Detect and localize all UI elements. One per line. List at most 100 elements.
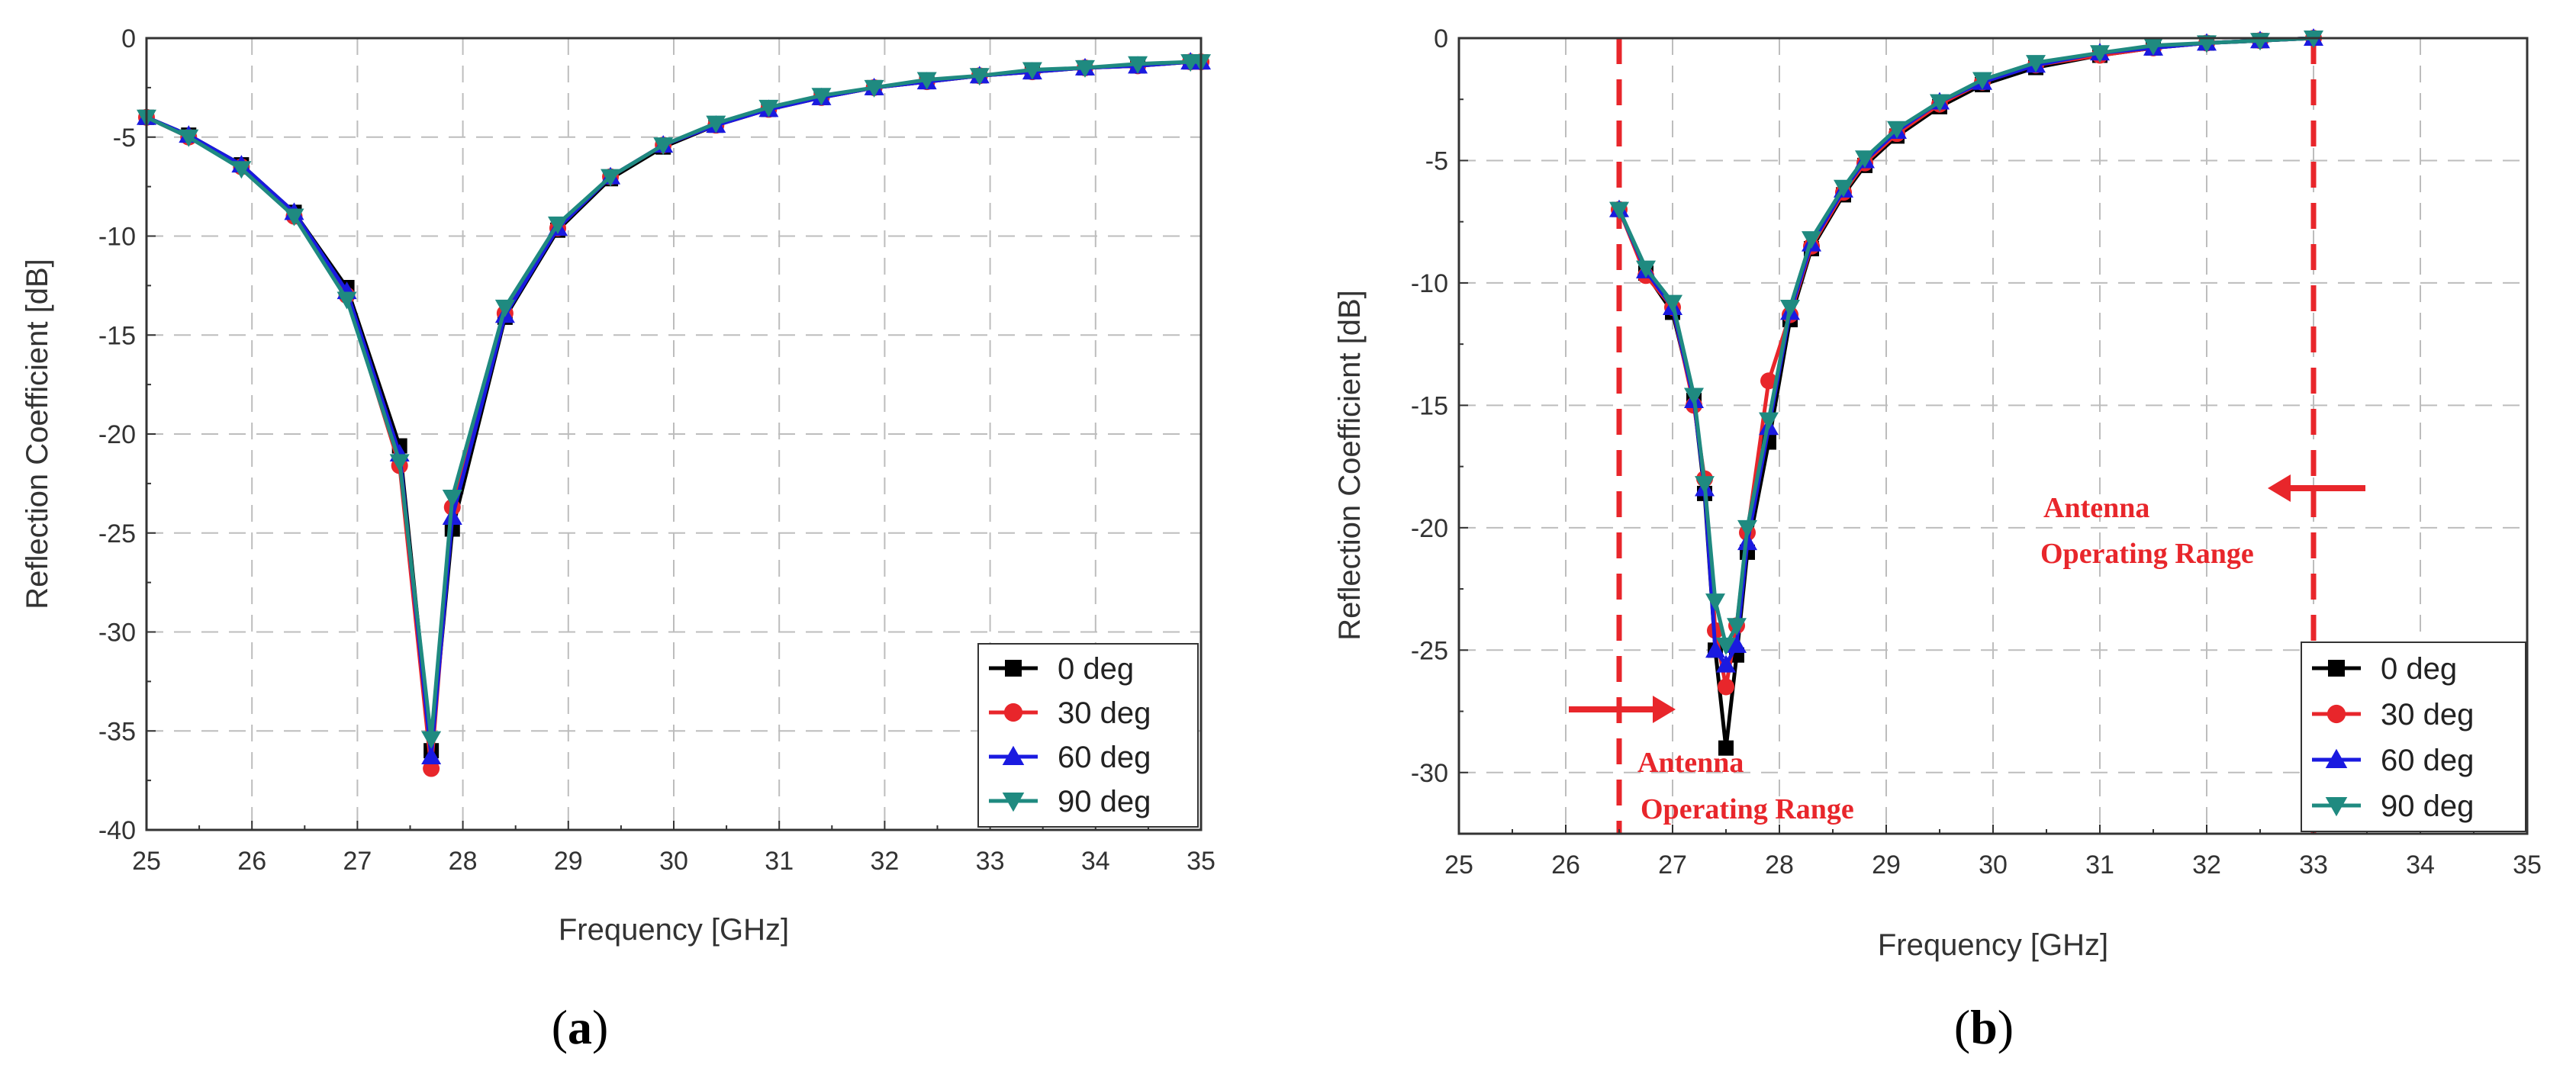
chart-b-xtick-label: 29: [1872, 851, 1901, 879]
chart-b-ylabel: Reflection Coefficient [dB]: [1333, 290, 1367, 641]
chart-b-series-3-point: [1684, 387, 1704, 406]
chart-b-series-3-point: [1802, 231, 1821, 249]
chart-a-series-3-point: [389, 454, 410, 472]
chart-a-legend-label-3: 90 deg: [1058, 785, 1151, 818]
chart-b-legend-label-1: 30 deg: [2381, 698, 2474, 732]
annotation-right: Antenna Operating Range: [2040, 474, 2365, 570]
chart-b-series-3-point: [1834, 179, 1853, 198]
chart-a-series-3-point: [969, 68, 990, 86]
chart-b-series-3-point: [2197, 35, 2217, 53]
chart-b-legend-marker-1: [2326, 704, 2346, 724]
chart-a-series-3-point: [1074, 59, 1095, 78]
chart-a-series-3-point: [864, 79, 884, 98]
chart-b-series-0-point: [1718, 740, 1734, 756]
chart-b-series-3-point: [1636, 260, 1656, 278]
chart-b-ytick-label: -10: [1411, 269, 1448, 298]
chart-a-series-3-point: [916, 72, 937, 90]
chart-b-series-3-point: [1737, 519, 1757, 538]
annotation-left-arrowhead: [1653, 696, 1676, 723]
chart-a-ytick-label: -30: [98, 619, 136, 648]
chart-b-series-3-point: [2143, 37, 2163, 56]
chart-b-xtick-label: 32: [2192, 851, 2221, 879]
chart-a-series-3-point: [1022, 62, 1042, 80]
chart-b-series-3-point: [1930, 94, 1950, 112]
chart-a-xtick-label: 30: [659, 847, 688, 876]
chart-a-series-2-point: [421, 746, 442, 764]
chart-a-series-3-point: [284, 208, 304, 227]
chart-a-legend-label-2: 60 deg: [1058, 741, 1151, 774]
chart-b-ytick-label: -15: [1411, 391, 1448, 420]
chart-b-series-3-point: [1695, 476, 1715, 494]
annotation-right-line2: Operating Range: [2040, 538, 2254, 570]
chart-b-series-2-point: [1727, 635, 1747, 653]
chart-a-xtick-label: 31: [765, 847, 794, 876]
chart-a-series-3-point: [758, 99, 779, 117]
chart-a-series-3-point: [706, 115, 726, 133]
chart-a-legend: 0 deg 30 deg 60 deg 90 deg: [977, 643, 1199, 828]
chart-a-xlabel: Frequency [GHz]: [559, 913, 789, 947]
chart-b-series-2-point: [1716, 654, 1736, 673]
chart-b-xtick-label: 30: [1979, 851, 2008, 879]
chart-b-series-3-point: [2026, 55, 2046, 73]
chart-a-ytick-label: -20: [98, 420, 136, 449]
chart-b-ytick-label: 0: [1434, 24, 1448, 53]
chart-b-ytick-label: -25: [1411, 636, 1448, 665]
chart-a-series-3-point: [231, 161, 252, 179]
chart-a-legend-marker-1: [1003, 703, 1023, 722]
chart-a-series-3-point: [653, 137, 674, 156]
chart-b-legend-marker-3: [2325, 797, 2348, 817]
chart-a-ticks: 25 26 27 28 29 30 31 32 33 34 35 0 -5 -10 -15 -20 -25 -30…: [98, 24, 1216, 876]
panel-letter-b: b: [1970, 1000, 1998, 1054]
chart-a-ytick-label: -5: [113, 124, 136, 153]
chart-a-series-1-point: [423, 760, 440, 777]
chart-a-ylabel: Reflection Coefficient [dB]: [21, 259, 54, 609]
annotation-right-line1: Antenna: [2043, 492, 2149, 524]
chart-b-series-1-point: [1760, 372, 1777, 390]
chart-b-series-3-point: [1759, 412, 1779, 430]
chart-b-series-3-point: [1663, 294, 1682, 313]
chart-b-series-3-point: [1705, 593, 1725, 612]
chart-b-xtick-label: 35: [2513, 851, 2542, 879]
chart-b-series-3-point: [1972, 72, 1992, 90]
chart-a-xtick-label: 29: [554, 847, 583, 876]
annotation-right-arrowhead: [2268, 474, 2291, 502]
chart-b-ytick-label: -20: [1411, 514, 1448, 543]
chart-b-series-1-point: [1718, 678, 1734, 696]
chart-a-series-3-point: [442, 490, 462, 508]
chart-a-legend-label-0: 0 deg: [1058, 652, 1134, 686]
chart-b-series-3-point: [2090, 45, 2110, 63]
chart-b-legend: 0 deg 30 deg 60 deg 90 deg: [2301, 642, 2526, 832]
chart-a-ytick-label: -10: [98, 223, 136, 252]
annotation-left-line1: Antenna: [1637, 747, 1744, 779]
chart-a-xtick-label: 34: [1081, 847, 1110, 876]
chart-b-series-3-point: [1727, 618, 1747, 636]
chart-b-xtick-label: 25: [1444, 851, 1473, 879]
chart-b-xtick-label: 27: [1658, 851, 1687, 879]
chart-b-series-2-point: [1705, 640, 1725, 658]
chart-a-series-3-point: [336, 291, 357, 310]
chart-a-ytick-label: 0: [121, 24, 136, 53]
chart-a-series-3-point: [179, 129, 199, 147]
chart-b-legend-label-3: 90 deg: [2381, 789, 2474, 823]
chart-a-xtick-label: 33: [976, 847, 1005, 876]
panel-letter-a: a: [568, 1000, 592, 1054]
chart-a-series-3-point: [547, 216, 568, 234]
chart-a-ytick-label: -25: [98, 519, 136, 548]
chart-a-series-3-point: [494, 299, 515, 317]
chart-a-xtick-label: 26: [237, 847, 266, 876]
chart-a-xtick-label: 32: [870, 847, 899, 876]
annotation-left: Antenna Operating Range: [1569, 696, 1854, 825]
chart-b-series-3-point: [1609, 201, 1629, 220]
panel-label-b: (b): [1954, 1000, 2014, 1054]
chart-a-grid: [147, 38, 1201, 830]
chart-b-xtick-label: 34: [2406, 851, 2435, 879]
chart-a-legend-marker-0: [1005, 660, 1022, 677]
panel-label-a: (a): [552, 1000, 609, 1054]
chart-b-series-3-point: [1716, 637, 1736, 655]
chart-b-legend-label-0: 0 deg: [2381, 652, 2457, 686]
chart-a-legend-marker-3: [1002, 793, 1025, 812]
chart-a: 25 26 27 28 29 30 31 32 33 34 35 0 -5 -10 -15 -20 -25 -30…: [21, 24, 1216, 1054]
chart-a-ytick-label: -35: [98, 717, 136, 746]
chart-b-legend-marker-0: [2328, 660, 2345, 677]
chart-b-ticks: 25 26 27 28 29 30 31 32 33 34 35 0 -5 -10 -15 -20 -25 -30: [1411, 24, 2542, 879]
